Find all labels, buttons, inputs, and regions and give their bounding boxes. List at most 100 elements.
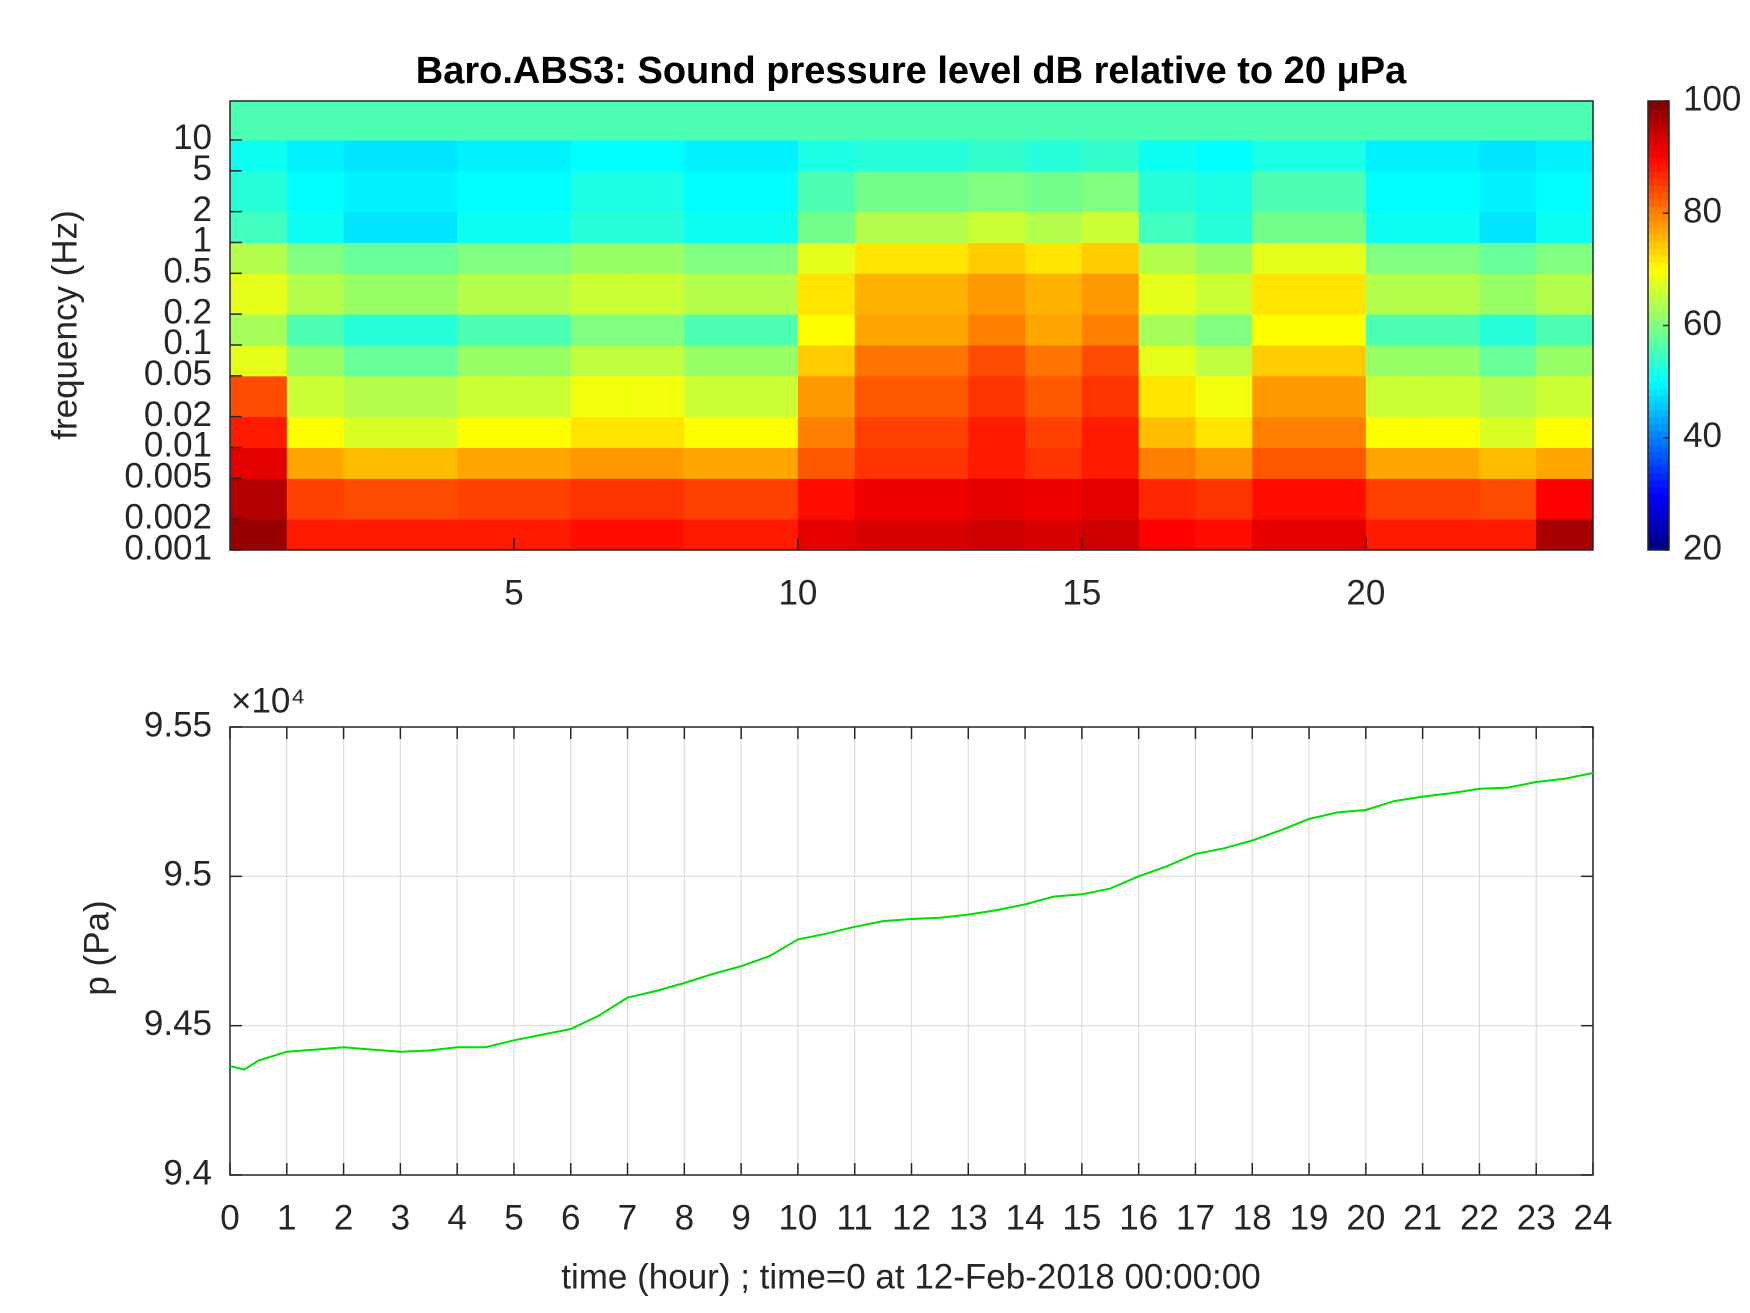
heatmap-cell [1422,519,1480,551]
y-tick-label: 0.005 [124,457,212,496]
colorbar-swatch [1648,430,1669,439]
heatmap-cell [627,139,685,172]
heatmap-cell [854,273,912,315]
heatmap-cell [400,375,458,418]
colorbar-swatch [1648,402,1669,411]
colorbar-swatch [1648,290,1669,298]
y-tick-label: 0.01 [144,426,212,465]
heatmap-cell [1195,478,1253,520]
colorbar-swatch [1648,234,1669,242]
colorbar-swatch [1648,255,1669,263]
heatmap-cell [457,314,515,346]
heatmap-cell [854,314,912,346]
heatmap-cell [684,170,742,213]
heatmap-cell [1252,273,1310,315]
colorbar-swatch [1648,388,1669,397]
heatmap-cell [1479,416,1537,448]
heatmap-cell [1252,375,1310,418]
heatmap-cell [1422,139,1480,172]
heatmap-cell [911,519,969,551]
heatmap-cell [1081,375,1140,418]
colorbar-swatch [1648,318,1669,326]
heatmap-cell [741,478,799,520]
heatmap-cell [797,139,856,172]
heatmap-cell [230,519,288,551]
heatmap-cell [797,416,856,448]
heatmap-cell [1081,242,1140,274]
heatmap-cell [741,519,799,551]
heatmap-cell [968,344,1026,377]
heatmap-cell [457,519,515,551]
colorbar-swatch [1648,535,1669,544]
heatmap-cell [1479,344,1537,377]
heatmap-cell [1536,314,1594,346]
heatmap-cell [286,314,345,346]
colorbar-swatch [1648,262,1669,270]
heatmap-cell [1252,344,1310,377]
heatmap-cell [286,375,345,418]
heatmap-cell [1195,273,1253,315]
heatmap-cell [1252,314,1310,346]
heatmap-cell [513,170,572,213]
colorbar-tick-label: 20 [1683,528,1722,567]
heatmap-cell [400,101,458,141]
colorbar-swatch [1648,283,1669,291]
heatmap-cell [343,519,401,551]
y-tick-label: 5 [193,149,212,188]
heatmap-cell [1309,273,1367,315]
heatmap-cell [343,375,401,418]
heatmap-cell [1025,519,1083,551]
heatmap-cell [1195,416,1253,448]
heatmap-cell [1252,242,1310,274]
y-tick-label: 0.001 [124,528,212,567]
heatmap-cell [570,314,629,346]
heatmap-cell [457,211,515,243]
heatmap-cell [400,314,458,346]
x-tick-label: 23 [1517,1198,1556,1237]
heatmap-cell [854,211,912,243]
heatmap-cell [1536,273,1594,315]
colorbar-swatch [1648,325,1669,334]
heatmap-cell [797,211,856,243]
heatmap-cell [1536,211,1594,243]
heatmap-cell [400,242,458,274]
colorbar-swatch [1648,248,1669,256]
heatmap-cell [1422,170,1480,213]
heatmap-cell [797,447,856,479]
heatmap-cell [968,170,1026,213]
colorbar-swatch [1648,206,1669,214]
heatmap-cell [1138,344,1196,377]
heatmap-cell [911,139,969,172]
heatmap-cell [1025,242,1083,274]
heatmap-cell [1365,519,1424,551]
heatmap-cell [1479,139,1537,172]
heatmap-cell [968,139,1026,172]
y-tick-label: 0.5 [163,252,212,291]
colorbar-swatch [1648,101,1669,109]
data-line [229,772,1594,1071]
heatmap-cell [570,211,629,243]
x-tick-label: 24 [1574,1198,1613,1237]
heatmap-cell [911,375,969,418]
heatmap-cell [286,416,345,448]
colorbar-swatch [1648,269,1669,277]
heatmap-cell [741,447,799,479]
heatmap-cell [741,416,799,448]
heatmap-cell [230,101,288,141]
heatmap-cell [570,519,629,551]
colorbar-swatch [1648,171,1669,179]
heatmap-cell [968,416,1026,448]
heatmap-cell [1479,375,1537,418]
heatmap-cell [457,170,515,213]
heatmap-cell [968,101,1026,141]
heatmap-cell [854,519,912,551]
heatmap-cell [1365,447,1424,479]
heatmap-cell [343,344,401,377]
heatmap-cell [854,101,912,141]
colorbar-swatch [1648,514,1669,523]
heatmap-cell [854,416,912,448]
colorbar-swatch [1648,507,1669,516]
x-tick-label: 20 [1346,573,1385,612]
x-tick-label: 17 [1176,1198,1215,1237]
heatmap-cell [230,314,288,346]
